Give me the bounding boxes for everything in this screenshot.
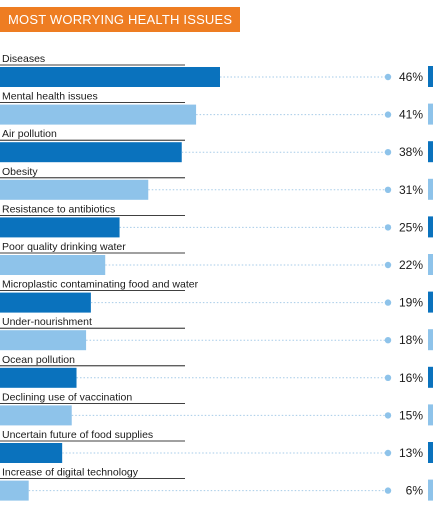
value-marker: [428, 366, 433, 388]
value-dot: [384, 337, 392, 344]
bar: [0, 255, 106, 275]
value-dot: [384, 449, 392, 457]
value-label: 19%: [399, 296, 423, 310]
category-label: Mental health issues: [2, 91, 98, 103]
value-dot: [384, 111, 392, 118]
bar: [0, 292, 91, 313]
value-label: 25%: [399, 220, 423, 234]
bar: [0, 104, 197, 125]
value-marker: [428, 141, 433, 163]
value-marker: [428, 329, 433, 351]
value-dot: [384, 412, 392, 419]
value-marker: [428, 404, 433, 426]
category-label: Uncertain future of food supplies: [2, 429, 153, 441]
value-dot: [384, 487, 392, 494]
category-label: Diseases: [2, 53, 45, 65]
value-label: 41%: [399, 108, 423, 122]
value-dot: [384, 299, 392, 306]
value-label: 18%: [399, 333, 423, 347]
value-label: 46%: [399, 70, 423, 84]
value-dot: [384, 186, 392, 193]
category-label: Under-nourishment: [2, 316, 92, 328]
value-marker: [428, 66, 433, 87]
value-label: 22%: [399, 258, 423, 272]
value-marker: [428, 442, 433, 463]
value-marker: [428, 254, 433, 275]
value-dot: [384, 73, 392, 81]
category-label: Obesity: [2, 166, 38, 178]
category-label: Air pollution: [2, 128, 57, 140]
value-marker: [428, 216, 433, 238]
value-dot: [384, 374, 392, 381]
value-marker: [428, 103, 433, 125]
value-label: 13%: [399, 446, 423, 460]
value-dot: [384, 261, 392, 269]
category-label: Microplastic contaminating food and wate…: [2, 279, 199, 291]
value-marker: [428, 178, 433, 200]
value-marker: [428, 479, 433, 501]
chart-title: MOST WORRYING HEALTH ISSUES: [0, 7, 241, 32]
bar: [0, 179, 149, 200]
category-label: Declining use of vaccination: [2, 391, 132, 403]
value-label: 38%: [399, 145, 423, 159]
value-label: 15%: [399, 408, 423, 422]
category-label: Poor quality drinking water: [2, 241, 126, 253]
value-label: 31%: [399, 183, 423, 197]
bar: [0, 142, 182, 163]
value-label: 6%: [406, 484, 424, 498]
category-label: Increase of digital technology: [2, 467, 139, 479]
bar: [0, 330, 87, 351]
bar: [0, 67, 220, 87]
bar: [0, 367, 77, 388]
value-dot: [384, 149, 392, 156]
category-label: Ocean pollution: [2, 354, 75, 366]
bar: [0, 217, 120, 238]
bar: [0, 405, 72, 426]
bar: [0, 480, 29, 501]
category-label: Resistance to antibiotics: [2, 203, 115, 215]
value-marker: [428, 291, 433, 313]
bar: [0, 443, 63, 463]
value-dot: [384, 224, 392, 231]
value-label: 16%: [399, 371, 423, 385]
